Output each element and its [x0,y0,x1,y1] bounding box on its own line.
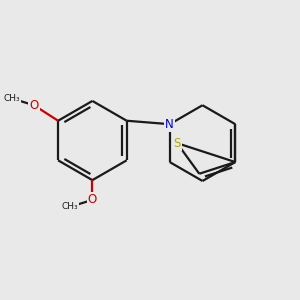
Text: S: S [173,136,181,150]
Text: O: O [29,99,39,112]
Text: CH₃: CH₃ [62,202,78,211]
Text: CH₃: CH₃ [3,94,20,103]
Text: O: O [88,194,97,206]
Text: N: N [165,118,174,131]
